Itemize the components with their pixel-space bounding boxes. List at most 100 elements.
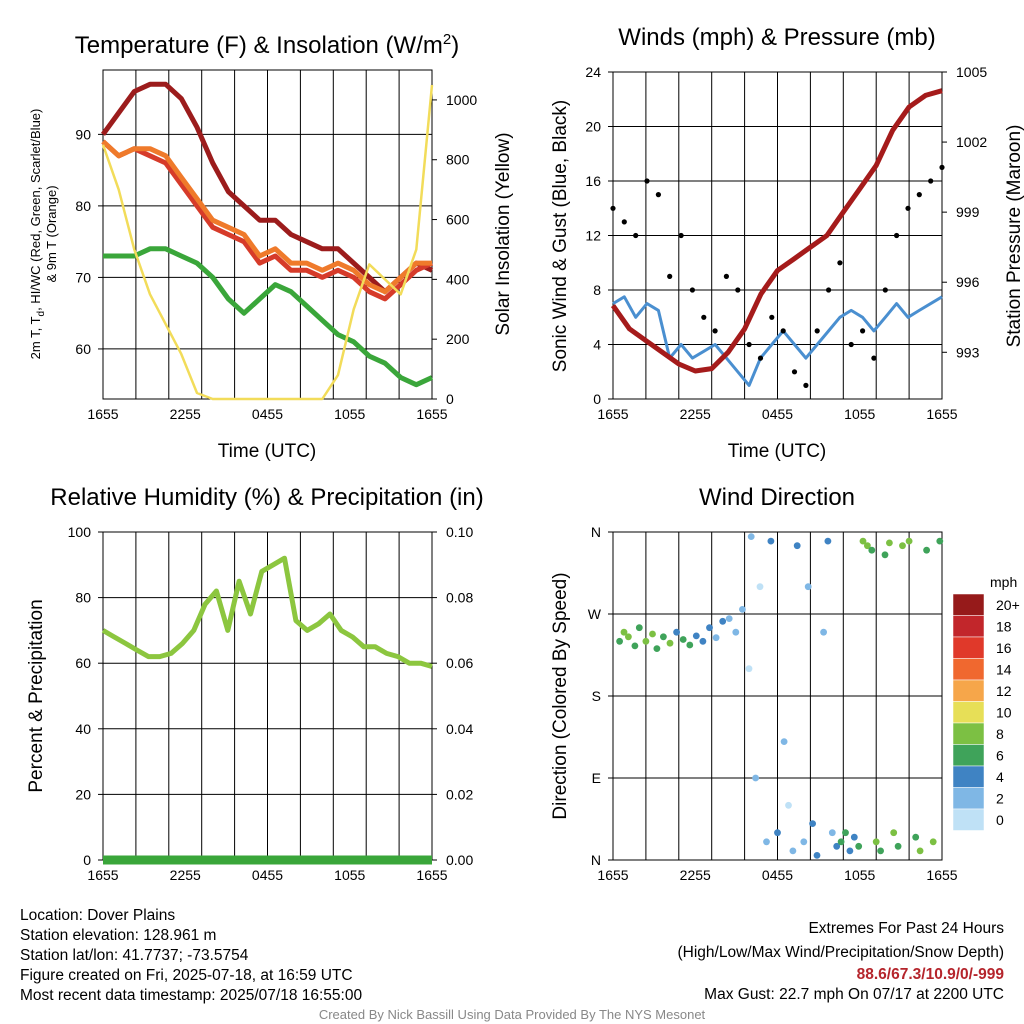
legend-swatch (952, 636, 985, 659)
direction-point (785, 801, 792, 809)
direction-point (725, 615, 733, 622)
legend-label: 0 (996, 812, 1004, 828)
direction-y-tick-label: N (591, 852, 601, 868)
humidity-y-tick-label: 60 (75, 655, 91, 671)
legend-label: 2 (996, 791, 1004, 807)
direction-point (855, 842, 863, 850)
legend-swatch (952, 701, 985, 724)
winds-gust-point (916, 192, 922, 198)
direction-point (813, 852, 821, 859)
humidity-y-axis-label: Percent & Precipitation (26, 599, 47, 792)
info-elevation: Station elevation: 128.961 m (20, 927, 217, 944)
direction-point (686, 641, 694, 649)
direction-point (631, 642, 639, 650)
direction-x-tick-label: 1055 (844, 867, 875, 883)
humidity-y-tick-label: 0 (83, 852, 91, 868)
direction-point (833, 842, 841, 850)
direction-point (635, 624, 643, 632)
direction-x-tick-label: 1655 (597, 867, 628, 883)
direction-point (905, 537, 913, 545)
temp-series-line-1 (101, 139, 434, 302)
extremes-values: 88.6/67.3/10.9/0/-999 (856, 966, 1004, 983)
legend-swatch (952, 658, 985, 681)
direction-point (864, 542, 871, 550)
legend-swatch (952, 722, 985, 745)
temp-y-tick-label: 90 (75, 126, 91, 142)
direction-point (890, 829, 898, 837)
direction-point (936, 537, 944, 545)
winds-gust-point (928, 178, 934, 184)
humidity-y2-tick-label: 0.06 (446, 655, 473, 671)
temperature-chart-title: Temperature (F) & Insolation (W/m2) (75, 31, 459, 59)
direction-point (732, 628, 740, 636)
humidity-y2-tick-label: 0.04 (446, 721, 473, 737)
direction-point (789, 847, 797, 855)
temp-x-tick-label: 1655 (416, 406, 447, 422)
winds-gust-point (837, 260, 843, 266)
humidity-y-tick-label: 40 (75, 721, 91, 737)
direction-point (649, 630, 656, 638)
winds-x-tick-label: 1655 (926, 406, 957, 422)
direction-point (699, 637, 707, 645)
winds-y2-tick-label: 999 (956, 204, 980, 220)
direction-point (923, 546, 930, 554)
direction-point (756, 583, 764, 591)
winds-chart-title: Winds (mph) & Pressure (mb) (618, 24, 935, 51)
direction-point (872, 838, 880, 846)
winds-gust-point (780, 328, 786, 334)
winds-gust-point (814, 328, 820, 334)
winds-gust-point (723, 273, 730, 279)
direction-point (859, 537, 867, 545)
winds-y-tick-label: 8 (593, 282, 601, 298)
winds-gust-point (791, 369, 798, 375)
wind-direction-chart-title: Wind Direction (699, 484, 855, 511)
direction-x-tick-label: 2255 (680, 867, 711, 883)
temp-x-tick-label: 1055 (334, 406, 365, 422)
winds-y-axis-label: Sonic Wind & Gust (Blue, Black) (550, 100, 571, 372)
winds-gust-point (939, 164, 945, 170)
winds-gust-point (803, 382, 809, 388)
direction-point (868, 546, 876, 554)
direction-point (809, 820, 816, 827)
humidity-y2-tick-label: 0.02 (446, 786, 473, 802)
legend-swatch (952, 765, 985, 788)
direction-point (912, 833, 920, 841)
direction-point (666, 639, 674, 647)
winds-gust-point (735, 287, 741, 293)
winds-gust-point (644, 178, 650, 184)
winds-y-tick-label: 16 (585, 173, 601, 189)
direction-point (719, 617, 727, 625)
direction-point (820, 628, 827, 636)
winds-gust-point (667, 273, 673, 279)
direction-point (745, 665, 753, 673)
info-latlon: Station lat/lon: 41.7737; -73.5754 (20, 947, 249, 964)
temp-y2-tick-label: 400 (446, 271, 470, 287)
humidity-x-tick-label: 1655 (87, 867, 118, 883)
winds-gust-point (860, 328, 866, 334)
legend-swatch (952, 615, 985, 638)
temp-y2-tick-label: 600 (446, 212, 470, 228)
direction-point (793, 542, 801, 550)
humidity-y-tick-label: 80 (75, 590, 91, 606)
winds-y-tick-label: 4 (593, 337, 601, 353)
direction-point (894, 842, 902, 850)
humidity-x-tick-label: 0455 (252, 867, 283, 883)
direction-y-tick-label: E (592, 770, 601, 786)
winds-gust-point (678, 232, 684, 239)
temp-y2-tick-label: 200 (446, 331, 470, 347)
credit-line: Created By Nick Bassill Using Data Provi… (318, 1007, 706, 1022)
temp-y2-tick-label: 1000 (446, 92, 477, 108)
legend-swatch (952, 679, 985, 702)
legend-label: 6 (996, 748, 1004, 764)
winds-y-tick-label: 12 (585, 228, 601, 244)
direction-point (706, 624, 713, 632)
legend-swatch (952, 787, 985, 810)
direction-point (881, 551, 889, 559)
direction-point (774, 829, 781, 837)
temp-y-tick-label: 60 (75, 341, 91, 357)
temp-x-axis-label: Time (UTC) (218, 441, 317, 462)
legend-label: 14 (996, 662, 1012, 678)
direction-point (767, 537, 775, 545)
direction-point (679, 636, 687, 643)
winds-gust-point (871, 355, 877, 361)
